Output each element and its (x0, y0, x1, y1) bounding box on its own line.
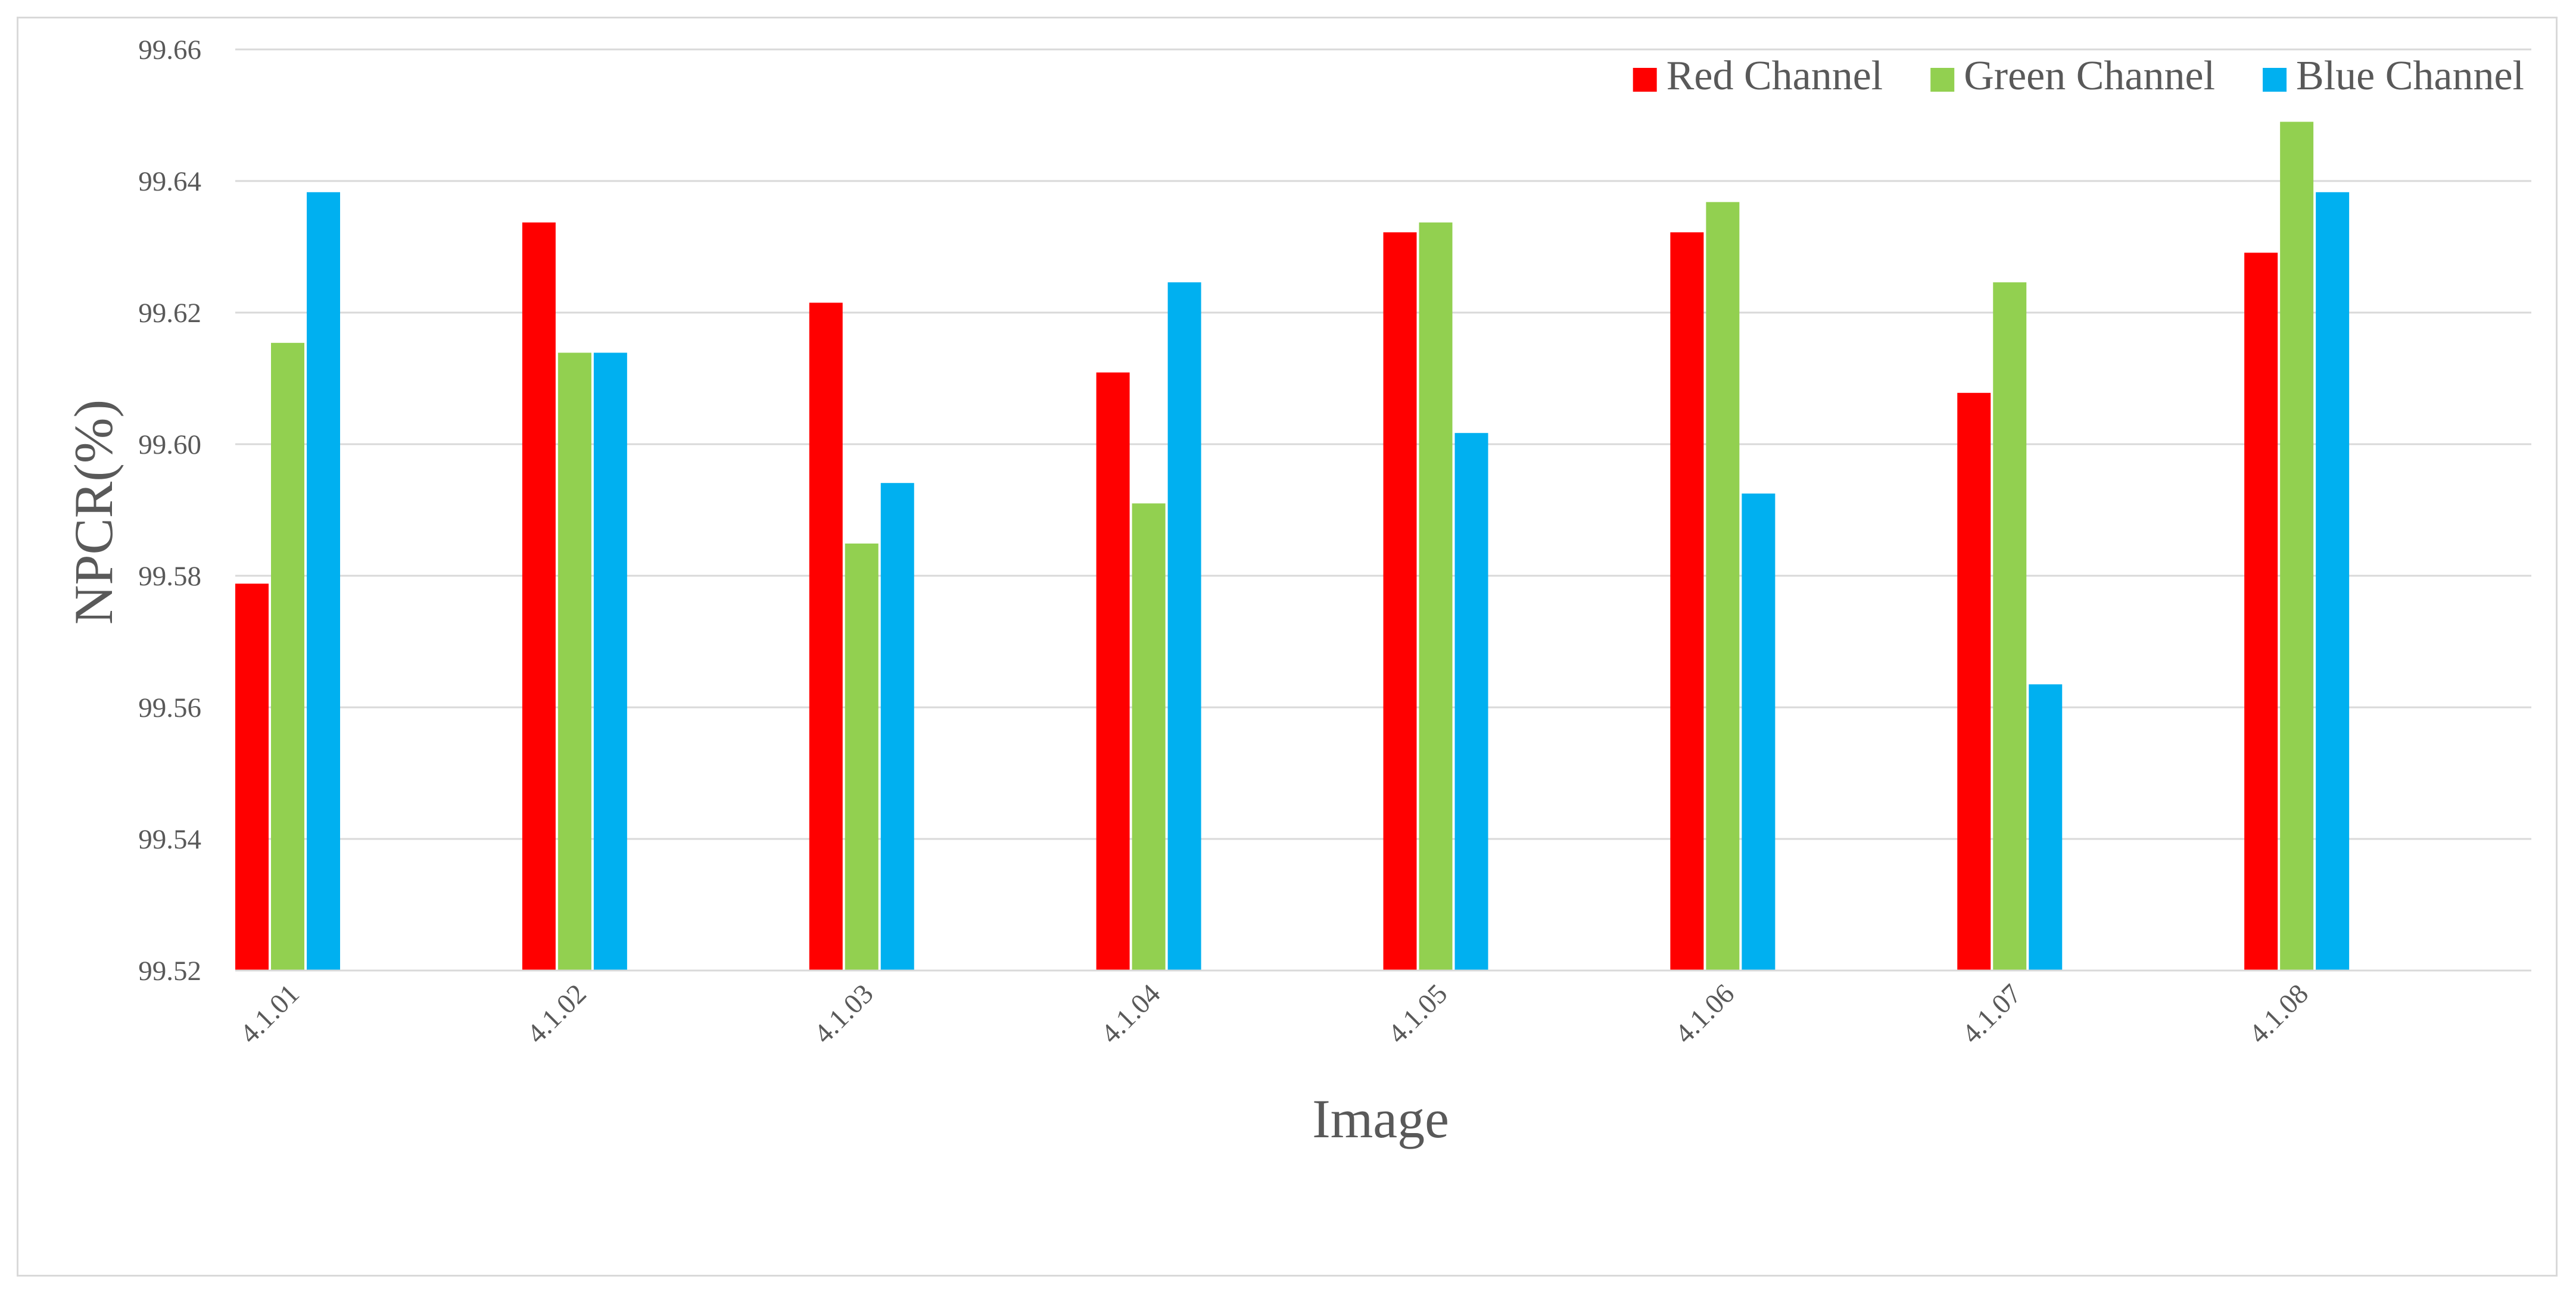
x-tick-label: 4.1.01 (234, 978, 306, 1050)
x-tick-label: 4.1.03 (808, 978, 880, 1050)
bar-red-channel (1096, 372, 1130, 971)
x-axis-title: Image (1312, 1088, 1449, 1149)
bar-red-channel (235, 584, 269, 971)
bar-red-channel (1670, 232, 1704, 971)
legend-swatch (1633, 68, 1657, 92)
bar-blue-channel (1167, 282, 1201, 971)
bar-blue-channel (1742, 493, 1776, 971)
x-tick-label: 4.1.06 (1669, 978, 1740, 1050)
bar-red-channel (2244, 252, 2278, 971)
legend-label: Blue Channel (2296, 53, 2524, 99)
x-axis-ticks: 4.1.01 4.1.02 4.1.03 4.1.04 4.1.05 4.1.06 4.1.… (234, 978, 2315, 1050)
x-tick-label: 4.1.08 (2243, 978, 2315, 1050)
y-tick-label: 99.58 (138, 561, 201, 592)
bar-green-channel (845, 543, 879, 971)
bar-red-channel (522, 222, 556, 971)
legend-swatch (1930, 68, 1955, 92)
legend-label: Green Channel (1964, 53, 2215, 99)
bar-blue-channel (1454, 433, 1488, 971)
bar-green-channel (1706, 202, 1740, 971)
x-tick-label: 4.1.02 (521, 978, 593, 1050)
bar-blue-channel (880, 483, 914, 971)
legend-label: Red Channel (1667, 53, 1883, 99)
bar-green-channel (557, 352, 591, 971)
bar-red-channel (1383, 232, 1417, 971)
x-tick-label: 4.1.05 (1382, 978, 1453, 1050)
bar-blue-channel (2029, 684, 2063, 971)
y-tick-label: 99.54 (138, 824, 201, 855)
bar-blue-channel (307, 192, 340, 971)
y-tick-label: 99.56 (138, 692, 201, 723)
bar-green-channel (1993, 282, 2027, 971)
bar-green-channel (1132, 503, 1166, 971)
legend-swatch (2263, 68, 2287, 92)
bar-green-channel (2280, 121, 2314, 971)
y-tick-label: 99.64 (138, 166, 201, 197)
bar-red-channel (1957, 392, 1991, 971)
y-tick-label: 99.60 (138, 429, 201, 460)
bar-blue-channel (2316, 192, 2350, 971)
y-tick-label: 99.52 (138, 956, 201, 987)
x-tick-label: 4.1.04 (1095, 978, 1167, 1050)
bar-green-channel (271, 342, 304, 971)
bar-red-channel (809, 302, 843, 971)
bar-green-channel (1419, 222, 1453, 971)
y-axis-ticks: 99.52 99.54 99.56 99.58 99.60 99.62 99.64 99.66 (138, 35, 201, 987)
legend: Red Channel Green Channel Blue Channel (1633, 53, 2524, 99)
x-tick-label: 4.1.07 (1956, 978, 2027, 1050)
chart-frame (17, 17, 2558, 1277)
y-tick-label: 99.66 (138, 35, 201, 65)
bars (235, 121, 2350, 971)
y-axis-title: NPCR(%) (63, 400, 124, 625)
y-tick-label: 99.62 (138, 298, 201, 329)
bar-blue-channel (593, 352, 627, 971)
